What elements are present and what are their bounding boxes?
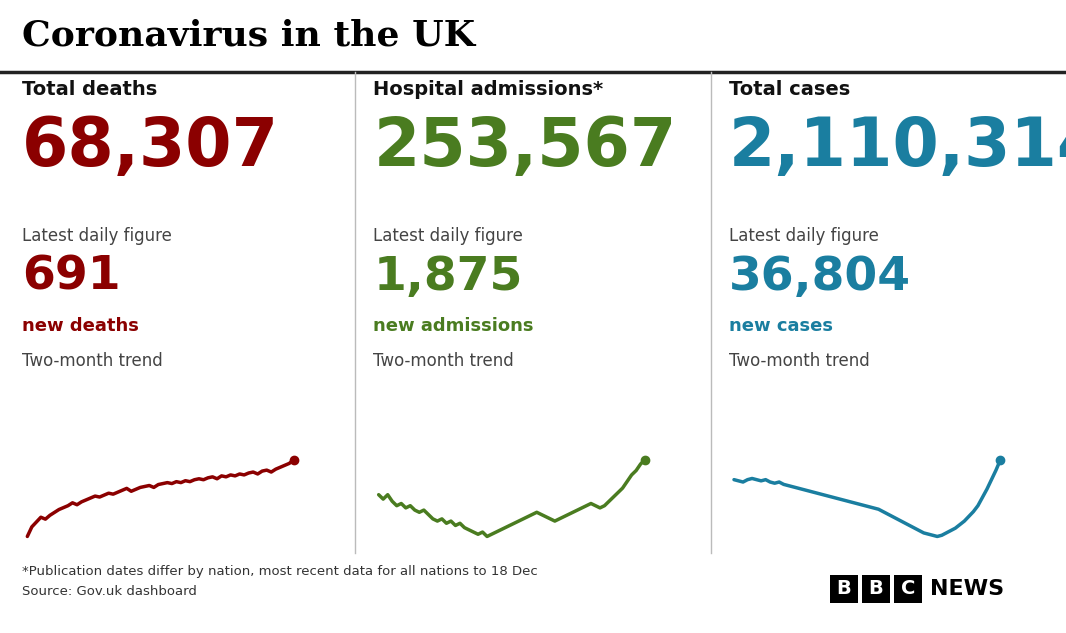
Text: new admissions: new admissions [373, 317, 534, 335]
Text: B: B [869, 579, 884, 598]
Text: Two-month trend: Two-month trend [373, 352, 514, 370]
Text: 2,110,314: 2,110,314 [729, 114, 1066, 180]
Text: Hospital admissions*: Hospital admissions* [373, 80, 603, 99]
Text: Two-month trend: Two-month trend [22, 352, 163, 370]
FancyBboxPatch shape [894, 575, 922, 603]
Text: Latest daily figure: Latest daily figure [22, 227, 172, 245]
Text: 1,875: 1,875 [373, 255, 522, 300]
Text: 68,307: 68,307 [22, 114, 279, 180]
Text: Total cases: Total cases [729, 80, 850, 99]
Text: *Publication dates differ by nation, most recent data for all nations to 18 Dec: *Publication dates differ by nation, mos… [22, 565, 537, 578]
Text: Total deaths: Total deaths [22, 80, 158, 99]
Text: Latest daily figure: Latest daily figure [373, 227, 523, 245]
Text: Coronavirus in the UK: Coronavirus in the UK [22, 18, 475, 52]
Text: new deaths: new deaths [22, 317, 139, 335]
Text: 253,567: 253,567 [373, 114, 677, 180]
FancyBboxPatch shape [830, 575, 858, 603]
Text: C: C [901, 579, 916, 598]
Text: 36,804: 36,804 [729, 255, 910, 300]
Text: Latest daily figure: Latest daily figure [729, 227, 878, 245]
Text: new cases: new cases [729, 317, 833, 335]
Text: Source: Gov.uk dashboard: Source: Gov.uk dashboard [22, 585, 197, 598]
Text: NEWS: NEWS [930, 579, 1004, 599]
Text: 691: 691 [22, 255, 120, 300]
FancyBboxPatch shape [862, 575, 890, 603]
Text: B: B [837, 579, 852, 598]
Text: Two-month trend: Two-month trend [729, 352, 870, 370]
